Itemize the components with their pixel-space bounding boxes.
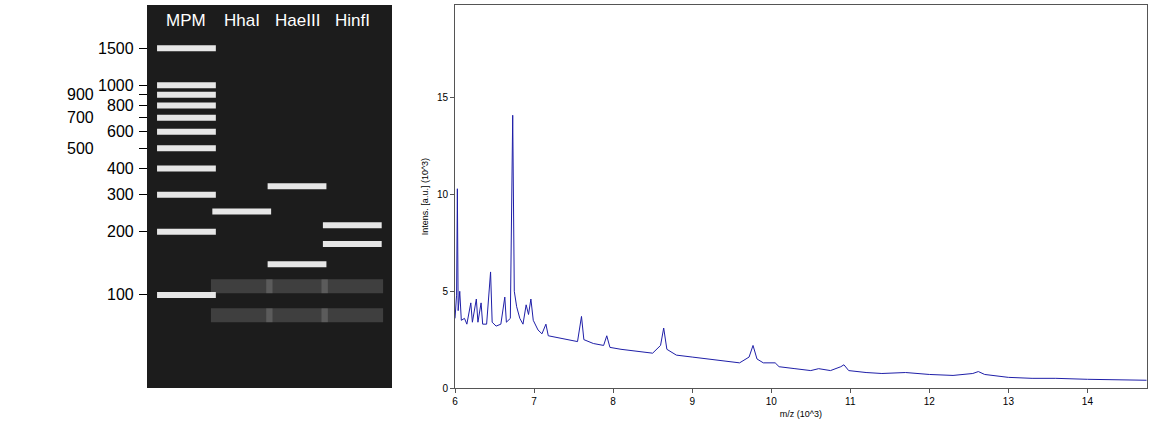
svg-text:0: 0 (442, 383, 448, 394)
svg-text:10: 10 (766, 396, 778, 407)
svg-text:MPM: MPM (166, 11, 206, 30)
svg-text:200: 200 (107, 223, 134, 240)
svg-text:HinfI: HinfI (335, 11, 370, 30)
svg-text:900: 900 (67, 86, 94, 103)
svg-text:9: 9 (689, 396, 695, 407)
svg-text:13: 13 (1003, 396, 1015, 407)
svg-text:700: 700 (67, 109, 94, 126)
svg-text:5: 5 (442, 286, 448, 297)
svg-text:11: 11 (845, 396, 856, 407)
svg-text:800: 800 (107, 97, 134, 114)
svg-text:100: 100 (107, 286, 134, 303)
svg-text:HaeIII: HaeIII (275, 11, 320, 30)
svg-text:400: 400 (107, 160, 134, 177)
svg-text:1000: 1000 (98, 77, 134, 94)
svg-text:15: 15 (437, 92, 449, 103)
svg-text:6: 6 (452, 396, 458, 407)
svg-text:14: 14 (1082, 396, 1094, 407)
svg-text:m/z (10^3): m/z (10^3) (780, 409, 822, 419)
svg-text:Intens. [a.u.] (10^3): Intens. [a.u.] (10^3) (420, 158, 430, 235)
svg-text:300: 300 (107, 186, 134, 203)
svg-text:HhaI: HhaI (224, 11, 260, 30)
svg-text:7: 7 (531, 396, 537, 407)
svg-text:12: 12 (924, 396, 936, 407)
svg-text:1500: 1500 (98, 40, 134, 57)
svg-text:500: 500 (67, 140, 94, 157)
svg-text:600: 600 (107, 123, 134, 140)
svg-text:8: 8 (610, 396, 616, 407)
svg-text:10: 10 (437, 189, 449, 200)
